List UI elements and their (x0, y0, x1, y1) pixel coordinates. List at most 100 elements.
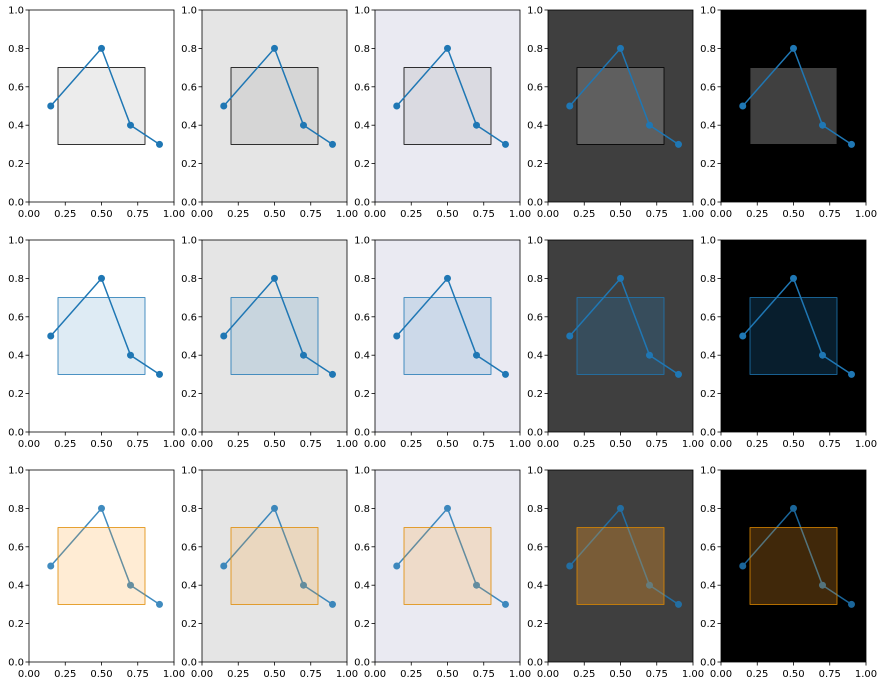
subplot-r3-c3: 0.00 0.25 0.50 0.75 1.00 0.0 0.2 0.4 0.6 0.8 1.0 (354, 466, 531, 681)
data-point (646, 121, 653, 129)
x-tick-label: 0.00 (191, 209, 213, 220)
rectangle-patch (403, 297, 492, 375)
y-tick-label: 1.0 (354, 236, 370, 247)
x-tick-label: 1.00 (509, 209, 531, 220)
line-series (393, 274, 509, 378)
subplot-r3-c2: 0.00 0.25 0.50 0.75 1.00 0.0 0.2 0.4 0.6 0.8 1.0 (181, 466, 358, 681)
y-tick-label: 0.6 (700, 82, 716, 93)
data-point (127, 581, 134, 589)
x-tick-label: 0.50 (609, 669, 631, 680)
y-tick-label: 0.8 (700, 504, 716, 515)
x-tick-label: 0.00 (18, 209, 40, 220)
data-point (300, 121, 307, 129)
x-tick-label: 0.75 (473, 209, 495, 220)
x-tick-label: 0.50 (782, 439, 804, 450)
y-tick-label: 0.0 (181, 428, 197, 439)
line-series (47, 274, 163, 378)
y-tick-label: 0.2 (354, 389, 370, 400)
rectangle-patch (749, 297, 838, 375)
x-tick-label: 0.75 (473, 669, 495, 680)
y-tick-label: 0.6 (527, 542, 543, 553)
series-line (50, 46, 160, 146)
data-point (848, 600, 855, 608)
x-tick-label: 0.50 (609, 209, 631, 220)
x-tick-label: 1.00 (163, 669, 185, 680)
subplot-r3-c1: 0.00 0.25 0.50 0.75 1.00 0.0 0.2 0.4 0.6 0.8 1.0 (8, 466, 185, 681)
subplot-r1-c4: 0.00 0.25 0.50 0.75 1.00 0.0 0.2 0.4 0.6 0.8 1.0 (527, 6, 704, 221)
subplot-r2-c2: 0.00 0.25 0.50 0.75 1.00 0.0 0.2 0.4 0.6 0.8 1.0 (181, 236, 358, 451)
x-tick-label: 0.50 (263, 439, 285, 450)
y-tick-label: 0.8 (181, 504, 197, 515)
y-tick-label: 0.2 (354, 619, 370, 630)
rectangle-patch (576, 67, 665, 145)
y-tick-label: 0.8 (700, 274, 716, 285)
subplot-r2-c5: 0.00 0.25 0.50 0.75 1.00 0.0 0.2 0.4 0.6 0.8 1.0 (700, 236, 877, 451)
subplot-r2-c3: 0.00 0.25 0.50 0.75 1.00 0.0 0.2 0.4 0.6 0.8 1.0 (354, 236, 531, 451)
x-tick-label: 0.25 (573, 669, 595, 680)
y-tick-label: 0.2 (700, 619, 716, 630)
rectangle-patch (57, 527, 146, 605)
data-point (675, 600, 682, 608)
data-point (220, 562, 228, 570)
y-tick-label: 0.6 (8, 312, 24, 323)
x-tick-label: 0.75 (819, 669, 841, 680)
data-point (47, 332, 55, 340)
data-point (444, 274, 451, 282)
line-series (739, 274, 855, 378)
y-tick-label: 0.4 (8, 121, 24, 132)
y-tick-label: 0.0 (527, 198, 543, 209)
y-tick-label: 0.2 (8, 389, 24, 400)
y-tick-label: 0.4 (700, 351, 716, 362)
data-point (444, 504, 451, 512)
y-tick-label: 0.6 (354, 82, 370, 93)
x-tick-label: 0.00 (364, 669, 386, 680)
y-tick-label: 0.0 (700, 198, 716, 209)
y-tick-label: 0.8 (354, 504, 370, 515)
x-tick-label: 0.50 (436, 439, 458, 450)
y-tick-label: 0.4 (181, 351, 197, 362)
y-tick-label: 0.2 (181, 159, 197, 170)
rectangle-patch (230, 297, 319, 375)
y-tick-label: 0.4 (354, 581, 370, 592)
data-point (271, 44, 278, 52)
y-tick-label: 0.0 (700, 428, 716, 439)
x-tick-label: 0.00 (191, 669, 213, 680)
x-tick-label: 1.00 (336, 209, 358, 220)
data-point (646, 351, 653, 359)
x-tick-label: 0.75 (646, 669, 668, 680)
x-tick-label: 1.00 (163, 439, 185, 450)
y-tick-label: 0.8 (527, 504, 543, 515)
y-tick-label: 1.0 (700, 236, 716, 247)
x-tick-label: 0.50 (436, 669, 458, 680)
y-tick-label: 0.0 (354, 428, 370, 439)
data-point (47, 562, 55, 570)
rectangle-patch (576, 297, 665, 375)
y-tick-label: 0.6 (354, 542, 370, 553)
data-point (220, 102, 228, 110)
x-tick-label: 0.00 (364, 209, 386, 220)
y-tick-label: 0.4 (527, 121, 543, 132)
series-line (50, 276, 160, 376)
data-point (617, 44, 624, 52)
y-tick-label: 0.8 (527, 44, 543, 55)
data-point (566, 332, 574, 340)
rectangle-patch (230, 527, 319, 605)
data-point (617, 274, 624, 282)
y-tick-label: 0.0 (527, 428, 543, 439)
data-point (502, 140, 509, 148)
x-tick-label: 0.00 (710, 209, 732, 220)
y-tick-label: 1.0 (181, 236, 197, 247)
series-line (569, 276, 679, 376)
x-tick-label: 1.00 (855, 439, 877, 450)
x-tick-label: 0.25 (227, 439, 249, 450)
x-tick-label: 0.75 (300, 669, 322, 680)
data-point (329, 140, 336, 148)
y-tick-label: 1.0 (700, 466, 716, 477)
x-tick-label: 0.25 (746, 669, 768, 680)
rectangle-patch (230, 67, 319, 145)
subplot-r1-c2: 0.00 0.25 0.50 0.75 1.00 0.0 0.2 0.4 0.6 0.8 1.0 (181, 6, 358, 221)
data-point (220, 332, 228, 340)
y-tick-label: 0.6 (181, 82, 197, 93)
data-point (393, 332, 401, 340)
